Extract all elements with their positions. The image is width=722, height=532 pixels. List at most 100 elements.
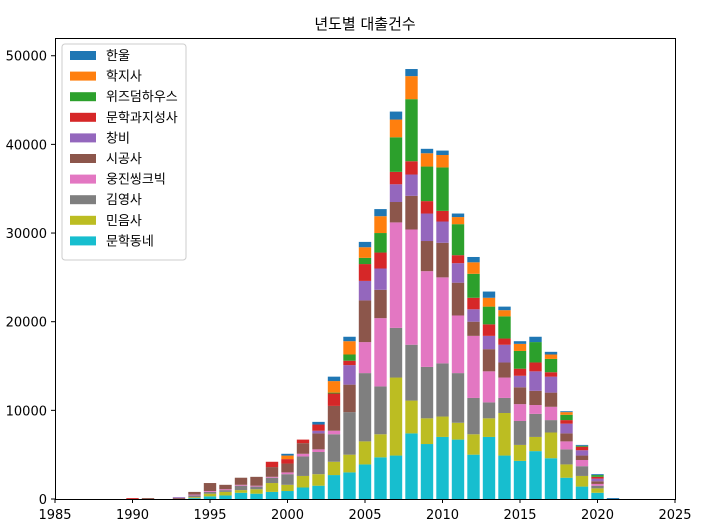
bar-한울-2010 bbox=[436, 150, 449, 156]
bar-웅진씽크빅-1998 bbox=[250, 485, 263, 487]
bar-창비-2014 bbox=[498, 344, 511, 363]
bar-학지사-2011 bbox=[451, 217, 465, 225]
bar-문학동네-1996 bbox=[219, 495, 232, 499]
bars bbox=[126, 69, 620, 499]
bar-웅진씽크빅-2005 bbox=[358, 342, 372, 374]
bar-한울-2012 bbox=[467, 256, 480, 263]
legend-swatch bbox=[70, 195, 96, 205]
bar-웅진씽크빅-1995 bbox=[203, 491, 217, 492]
bar-김영사-2005 bbox=[358, 373, 372, 442]
bar-창비-2011 bbox=[451, 263, 465, 283]
bar-민음사-2004 bbox=[343, 454, 356, 473]
bar-한울-2016 bbox=[529, 336, 542, 343]
bar-학지사-2012 bbox=[467, 262, 480, 274]
bar-웅진씽크빅-2019 bbox=[575, 459, 589, 467]
bar-문학동네-1995 bbox=[203, 496, 217, 499]
x-tick-label: 2005 bbox=[348, 508, 381, 523]
bar-김영사-2011 bbox=[451, 373, 465, 423]
bar-문학동네-2006 bbox=[374, 457, 387, 499]
bar-시공사-2011 bbox=[451, 282, 465, 316]
bar-김영사-2009 bbox=[420, 366, 434, 419]
bar-시공사-2012 bbox=[467, 321, 480, 336]
bar-학지사-2017 bbox=[544, 354, 558, 359]
bar-문학동네-2000 bbox=[281, 491, 294, 499]
bar-시공사-2003 bbox=[327, 405, 341, 431]
bar-문학과지성사-2011 bbox=[451, 255, 465, 264]
bar-시공사-1994 bbox=[188, 491, 201, 495]
x-tick-label: 1990 bbox=[116, 508, 149, 523]
y-tick-label: 40000 bbox=[6, 138, 47, 153]
bar-시공사-1996 bbox=[219, 484, 232, 490]
bar-문학동네-2003 bbox=[327, 475, 341, 499]
legend-label: 문학과지성사 bbox=[106, 111, 178, 126]
bar-웅진씽크빅-2002 bbox=[312, 449, 325, 453]
bar-창비-2018 bbox=[560, 423, 573, 434]
bar-민음사-2002 bbox=[312, 474, 325, 486]
bar-학지사-2008 bbox=[405, 76, 418, 100]
bar-위즈덤하우스-2004 bbox=[343, 354, 356, 361]
bar-문학동네-2010 bbox=[436, 436, 449, 499]
y-tick-label: 0 bbox=[39, 493, 47, 508]
bar-창비-2015 bbox=[513, 375, 527, 388]
x-tick-label: 2015 bbox=[503, 508, 536, 523]
bar-민음사-2016 bbox=[529, 436, 542, 452]
bar-창비-2013 bbox=[482, 335, 496, 350]
bar-시공사-2006 bbox=[374, 289, 387, 319]
bar-위즈덤하우스-2018 bbox=[560, 414, 573, 421]
bar-문학동네-1997 bbox=[234, 492, 248, 499]
bar-시공사-2005 bbox=[358, 300, 372, 343]
bar-창비-2019 bbox=[575, 450, 589, 456]
bar-문학과지성사-2004 bbox=[343, 360, 356, 366]
bar-위즈덤하우스-2007 bbox=[389, 137, 403, 172]
legend-label: 민음사 bbox=[106, 214, 142, 229]
bar-위즈덤하우스-2016 bbox=[529, 342, 542, 363]
bar-한울-2021 bbox=[606, 498, 620, 499]
bar-문학과지성사-2017 bbox=[544, 372, 558, 377]
bar-창비-2010 bbox=[436, 221, 449, 243]
bar-한울-2002 bbox=[312, 421, 325, 425]
bar-웅진씽크빅-2012 bbox=[467, 335, 480, 398]
bar-김영사-1999 bbox=[265, 477, 279, 484]
bar-문학동네-2016 bbox=[529, 451, 542, 499]
bar-창비-2012 bbox=[467, 309, 480, 322]
bar-문학과지성사-2005 bbox=[358, 264, 372, 281]
bar-시공사-2002 bbox=[312, 433, 325, 450]
bar-문학과지성사-2018 bbox=[560, 420, 573, 424]
bar-창비-2009 bbox=[420, 213, 434, 242]
bar-웅진씽크빅-2015 bbox=[513, 404, 527, 421]
bar-민음사-2007 bbox=[389, 377, 403, 456]
bar-시공사-2015 bbox=[513, 387, 527, 405]
bar-문학동네-2012 bbox=[467, 454, 480, 499]
bar-민음사-2017 bbox=[544, 432, 558, 459]
bar-위즈덤하우스-2020 bbox=[591, 475, 604, 477]
bar-학지사-2013 bbox=[482, 297, 496, 307]
bar-시공사-2007 bbox=[389, 202, 403, 223]
bar-시공사-1999 bbox=[265, 467, 279, 477]
bar-민음사-2003 bbox=[327, 461, 341, 476]
x-tick-label: 2010 bbox=[426, 508, 459, 523]
bar-위즈덤하우스-2017 bbox=[544, 358, 558, 373]
bar-웅진씽크빅-2013 bbox=[482, 371, 496, 403]
bar-창비-1993 bbox=[172, 497, 186, 499]
bar-문학동네-1994 bbox=[188, 498, 201, 499]
bar-웅진씽크빅-2000 bbox=[281, 472, 294, 475]
legend-label: 문학동네 bbox=[106, 234, 154, 249]
bar-웅진씽크빅-2011 bbox=[451, 315, 465, 374]
legend-label: 위즈덤하우스 bbox=[106, 90, 178, 105]
bar-문학과지성사-2006 bbox=[374, 252, 387, 269]
legend-swatch bbox=[70, 92, 96, 102]
bar-김영사-1998 bbox=[250, 486, 263, 490]
bar-김영사-1994 bbox=[188, 495, 201, 498]
bar-김영사-2019 bbox=[575, 466, 589, 476]
bar-시공사-1998 bbox=[250, 476, 263, 486]
bar-창비-2002 bbox=[312, 430, 325, 434]
bar-한울-2008 bbox=[405, 69, 418, 77]
bar-학지사-2007 bbox=[389, 119, 403, 138]
bar-민음사-2020 bbox=[591, 488, 604, 493]
bar-웅진씽크빅-1999 bbox=[265, 476, 279, 478]
bar-시공사-2010 bbox=[436, 242, 449, 278]
bar-시공사-2001 bbox=[296, 443, 310, 454]
bar-창비-2020 bbox=[591, 478, 604, 482]
bar-웅진씽크빅-2014 bbox=[498, 377, 511, 398]
